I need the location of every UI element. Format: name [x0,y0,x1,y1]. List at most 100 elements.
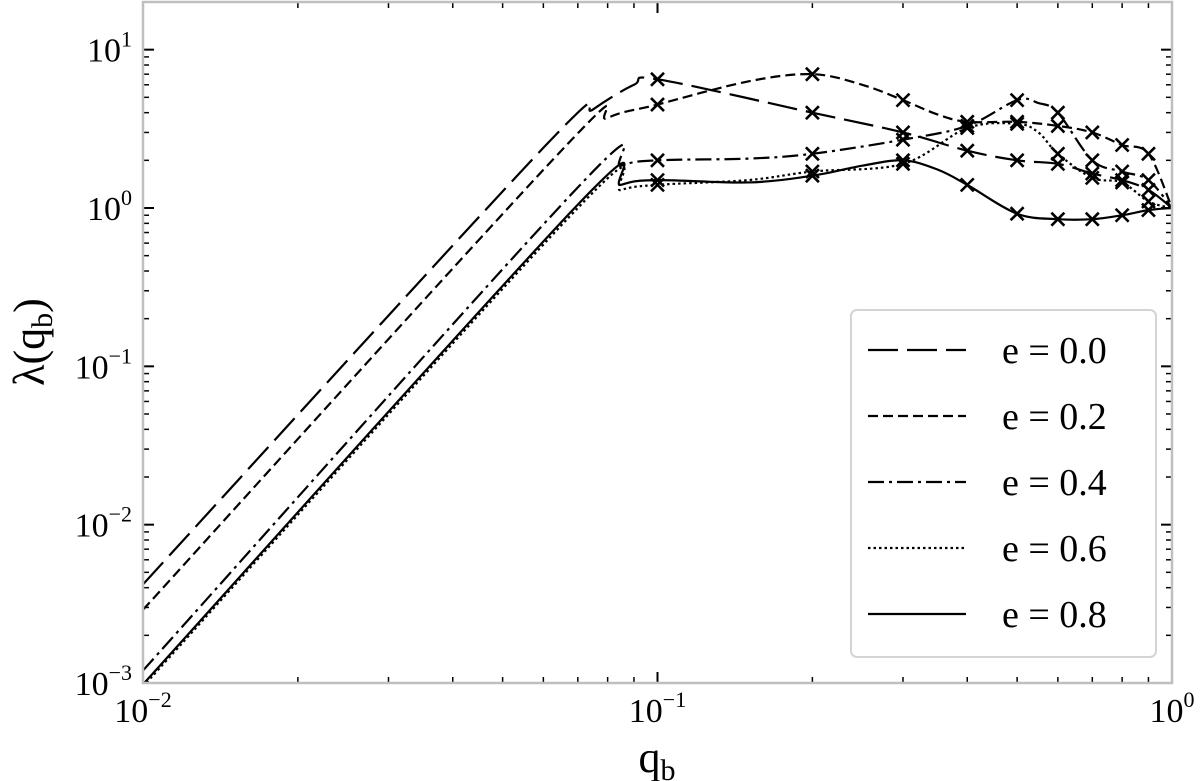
data-point-marker [959,114,975,130]
marker-stroke [650,97,665,112]
marker-stroke [1141,146,1156,162]
data-point-marker [804,164,820,179]
marker-stroke [1114,207,1130,223]
legend: e = 0.0 e = 0.2 e = 0.4 e = 0.6 e = 0.8 [850,309,1157,658]
y-axis-label: λ(qb) [5,298,59,386]
data-point-marker [650,71,665,87]
x-axis-label-subscript: b [661,754,676,781]
marker-stroke [1084,152,1100,168]
x-tick-label: 10−2 [114,687,171,730]
x-tick-label: 10−1 [629,687,686,730]
data-point-marker [650,152,665,168]
marker-stroke [804,168,820,184]
x-axis-label-base: q [639,733,661,781]
y-tick-label: 101 [87,27,132,70]
data-point-marker [650,177,665,193]
y-axis-label-subscript: b [26,313,59,328]
data-point-marker [895,92,911,108]
data-point-marker [1009,152,1025,168]
data-point-marker [959,177,975,193]
data-point-marker [1009,206,1025,222]
marker-stroke [959,177,975,193]
marker-stroke [895,132,911,148]
marker-stroke [959,120,975,136]
legend-label-0: e = 0.0 [1002,330,1107,372]
x-tick-label: 100 [1150,687,1195,730]
marker-stroke [1141,172,1156,188]
marker-stroke [1050,105,1066,121]
marker-stroke [650,177,665,193]
y-tick-label: 100 [87,185,132,228]
data-point-marker [650,172,665,188]
marker-stroke [1050,118,1066,134]
marker-stroke [959,118,975,134]
marker-stroke [895,152,911,168]
data-point-marker [1009,114,1025,130]
data-point-marker [1084,211,1100,227]
data-point-marker [959,118,975,134]
marker-stroke [1114,175,1130,190]
data-point-marker [804,105,820,121]
data-point-marker [959,120,975,136]
data-point-marker [895,156,911,172]
marker-stroke [1084,166,1100,181]
markers-layer [650,66,1156,227]
marker-stroke [1114,164,1130,179]
data-point-marker [1141,202,1156,218]
marker-stroke [1009,114,1025,130]
marker-stroke [895,156,911,172]
y-axis-label-suffix: ) [5,298,54,313]
data-point-marker [1114,137,1130,153]
marker-stroke [1114,137,1130,153]
marker-stroke [1084,211,1100,227]
data-point-marker [1114,207,1130,223]
data-point-marker [895,152,911,168]
y-tick-label: 10−3 [75,660,132,703]
marker-stroke [1009,206,1025,222]
data-point-marker [1141,172,1156,188]
plot-frame [141,0,1174,685]
data-point-marker [895,132,911,148]
data-point-marker [1084,152,1100,168]
marker-stroke [650,71,665,87]
x-axis-label: qb [639,733,676,781]
marker-stroke [959,143,975,159]
marker-stroke [1050,146,1066,162]
data-point-marker [1009,116,1025,132]
marker-stroke [1009,92,1025,108]
data-point-marker [804,146,820,162]
legend-label-4: e = 0.8 [1002,594,1107,636]
data-point-marker [1009,92,1025,108]
legend-label-2: e = 0.4 [1002,462,1107,504]
legend-box [850,309,1157,658]
data-point-marker [804,66,820,82]
marker-stroke [650,172,665,188]
data-point-marker [650,97,665,112]
marker-stroke [1009,116,1025,132]
legend-entries: e = 0.0 e = 0.2 e = 0.4 e = 0.6 e = 0.8 [868,330,1107,636]
marker-stroke [650,152,665,168]
legend-label-3: e = 0.6 [1002,528,1107,570]
marker-stroke [1084,125,1100,140]
data-point-marker [1050,118,1066,134]
marker-stroke [1141,202,1156,218]
data-point-marker [1084,166,1100,181]
data-point-marker [1084,170,1100,186]
data-point-marker [804,168,820,184]
y-tick-label: 10−1 [75,343,132,386]
data-point-marker [1114,164,1130,179]
marker-stroke [959,114,975,130]
marker-stroke [1009,152,1025,168]
marker-stroke [804,105,820,121]
marker-stroke [1084,170,1100,186]
legend-label-1: e = 0.2 [1002,396,1107,438]
data-point-marker [1050,211,1066,227]
y-axis-label-prefix: λ(q [5,328,54,386]
marker-stroke [804,146,820,162]
marker-stroke [804,164,820,179]
y-tick-label: 10−2 [75,502,132,545]
marker-stroke [804,66,820,82]
series-line-0 [143,76,1172,586]
